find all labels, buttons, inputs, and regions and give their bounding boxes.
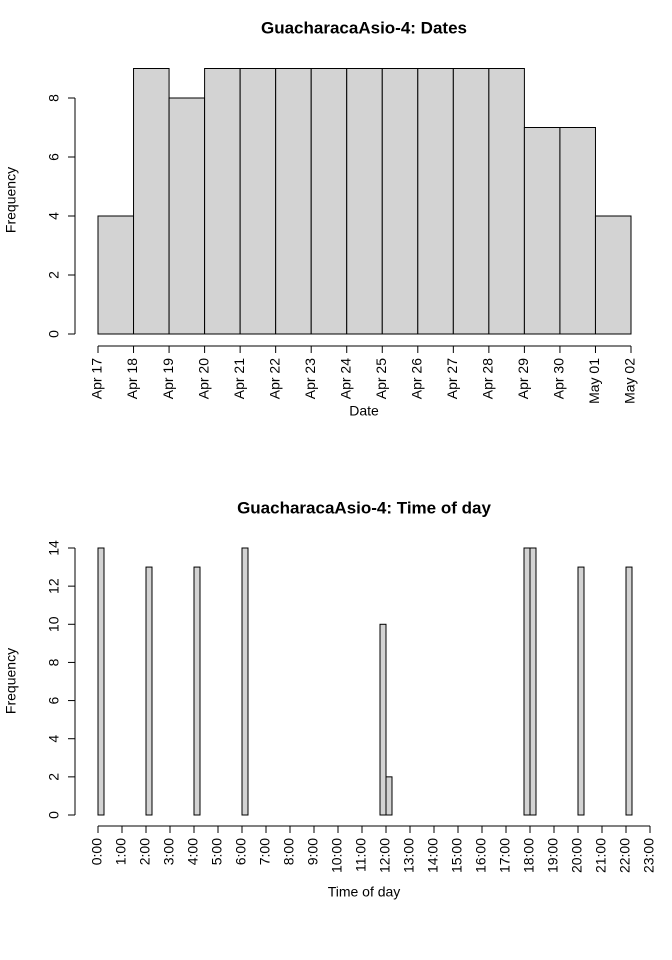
x-tick-label: 23:00: [641, 838, 657, 873]
y-tick-label: 0: [46, 811, 62, 819]
y-axis-label: Frequency: [3, 167, 19, 233]
bar: [381, 68, 419, 335]
x-tick-label: May 02: [622, 358, 638, 404]
y-axis-label: Frequency: [3, 648, 19, 714]
bar: [523, 127, 561, 335]
bar: [133, 68, 170, 335]
x-tick-label: Apr 26: [409, 358, 425, 399]
y-tick-label: 2: [46, 271, 62, 279]
x-tick-label: Apr 29: [515, 358, 531, 399]
x-axis-label: Time of day: [328, 884, 401, 900]
x-tick-label: 2:00: [137, 838, 153, 865]
x-tick-label: Apr 28: [480, 358, 496, 399]
x-tick-label: 21:00: [593, 838, 609, 873]
bar: [625, 566, 633, 816]
x-tick-label: Apr 30: [551, 358, 567, 399]
x-tick-label: 18:00: [521, 838, 537, 873]
x-tick-label: 4:00: [185, 838, 201, 865]
x-tick-label: 11:00: [353, 838, 369, 872]
x-tick-label: Apr 21: [231, 358, 247, 399]
x-tick-label: 5:00: [209, 838, 225, 865]
bar: [239, 68, 277, 335]
x-tick-label: 17:00: [497, 838, 513, 873]
x-tick-label: 10:00: [329, 838, 345, 873]
y-tick-label: 6: [46, 153, 62, 161]
y-tick-label: 6: [46, 696, 62, 704]
x-tick-label: 14:00: [425, 838, 441, 873]
x-tick-label: 22:00: [617, 838, 633, 873]
bar: [168, 97, 206, 335]
bar: [559, 127, 596, 335]
x-tick-label: Apr 19: [160, 358, 176, 399]
x-tick-label: 9:00: [305, 838, 321, 865]
x-tick-label: May 01: [586, 358, 602, 404]
y-tick-label: 10: [46, 616, 62, 632]
y-tick-label: 4: [46, 212, 62, 220]
x-tick-label: 0:00: [89, 838, 105, 865]
bar: [193, 566, 201, 816]
y-tick-label: 12: [46, 578, 62, 594]
x-tick-label: 12:00: [377, 838, 393, 873]
bar: [310, 68, 348, 335]
x-tick-label: 15:00: [449, 838, 465, 873]
x-tick-label: 1:00: [113, 838, 129, 865]
x-tick-label: Apr 18: [124, 358, 140, 399]
x-tick-label: Apr 22: [266, 358, 282, 399]
bar: [204, 68, 241, 335]
x-tick-label: Apr 27: [444, 358, 460, 399]
bar: [379, 623, 387, 816]
bar: [97, 547, 105, 816]
y-tick-label: 8: [46, 94, 62, 102]
x-tick-label: Apr 24: [337, 358, 353, 399]
bar: [452, 68, 490, 335]
bar: [529, 547, 537, 816]
x-tick-label: 7:00: [257, 838, 273, 865]
x-tick-label: 8:00: [281, 838, 297, 865]
bar: [577, 566, 585, 816]
x-tick-label: 20:00: [569, 838, 585, 873]
x-axis-label: Date: [349, 403, 379, 419]
bar: [417, 68, 454, 335]
bar: [523, 547, 531, 816]
bar: [145, 566, 153, 816]
y-tick-label: 4: [46, 735, 62, 743]
y-tick-label: 8: [46, 658, 62, 666]
bar: [488, 68, 525, 335]
x-tick-label: 19:00: [545, 838, 561, 873]
bar: [594, 215, 632, 335]
bar: [275, 68, 312, 335]
x-tick-label: 6:00: [233, 838, 249, 865]
x-tick-label: Apr 25: [373, 358, 389, 399]
x-tick-label: Apr 17: [89, 358, 105, 399]
bar: [97, 215, 135, 335]
chart-title: GuacharacaAsio-4: Dates: [261, 18, 467, 37]
y-tick-label: 14: [46, 540, 62, 556]
chart-title: GuacharacaAsio-4: Time of day: [237, 498, 491, 517]
x-tick-label: Apr 20: [195, 358, 211, 399]
y-tick-label: 0: [46, 330, 62, 338]
y-tick-label: 2: [46, 773, 62, 781]
x-tick-label: Apr 23: [302, 358, 318, 399]
x-tick-label: 3:00: [161, 838, 177, 865]
bar: [385, 776, 393, 816]
bar: [241, 547, 249, 816]
x-tick-label: 16:00: [473, 838, 489, 873]
x-tick-label: 13:00: [401, 838, 417, 873]
bar: [346, 68, 383, 335]
